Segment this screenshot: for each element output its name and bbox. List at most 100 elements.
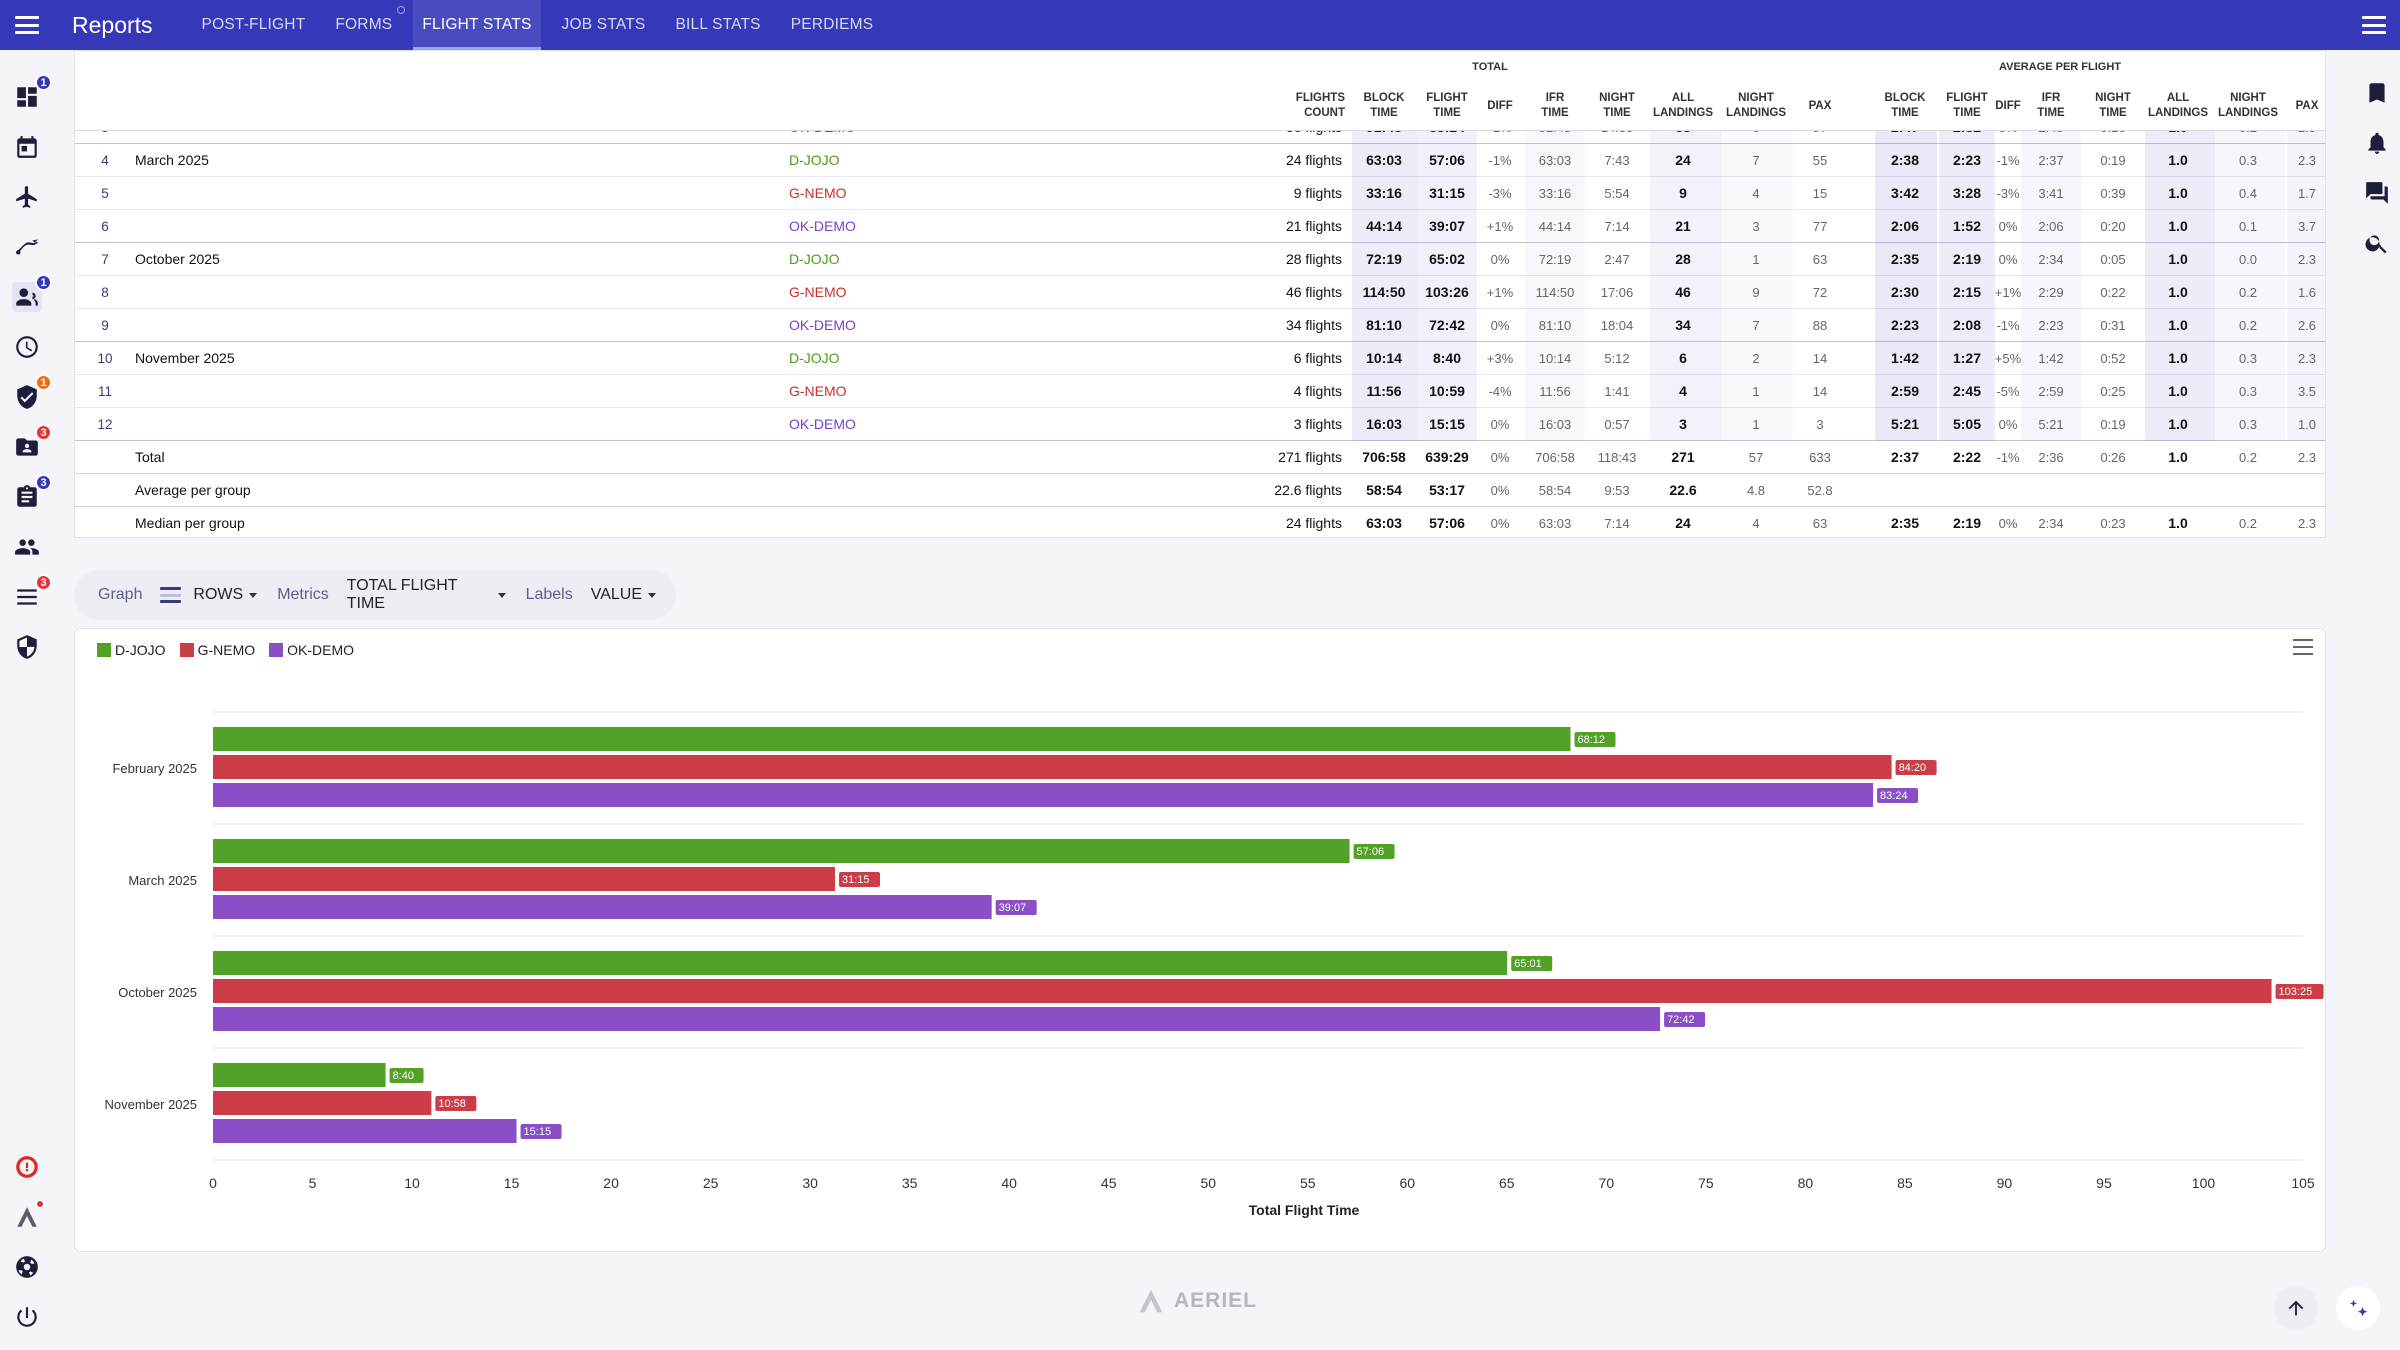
legend-item[interactable]: OK-DEMO [269,642,354,658]
column-header-ifr-time[interactable]: IFR TIME [2021,91,2081,121]
period-cell [135,177,435,210]
column-header-diff[interactable]: DIFF [1477,99,1523,114]
summary-row[interactable]: Median per group 24 flights 63:03 57:06 0% 63… [75,507,2325,537]
tab-forms[interactable]: FORMS [326,0,406,50]
top-app-bar: Reports POST-FLIGHT FORMS FLIGHT STATS J… [0,0,2400,50]
summary-row[interactable]: Average per group 22.6 flights 58:54 53:17 0… [75,474,2325,507]
scroll-top-button[interactable] [2274,1286,2318,1330]
column-header-night-time[interactable]: NIGHT TIME [2083,91,2143,121]
tab-post-flight[interactable]: POST-FLIGHT [201,16,306,33]
flight-cell: 39:07 [1429,218,1465,234]
right-menu-icon[interactable] [2362,16,2386,34]
rows-dropdown[interactable]: ROWS [193,586,258,604]
summary-label: Median per group [135,515,245,531]
summary-row[interactable]: Total 271 flights 706:58 639:29 0% 706:58 118:… [75,441,2325,474]
graph-toggle[interactable]: Graph [98,586,143,603]
diff-cell: 0% [1490,516,1510,531]
a-landings-cell: 1.0 [2168,350,2188,366]
x-axis-title: Total Flight Time [1249,1202,1360,1218]
data-label: 84:20 [1899,762,1927,774]
column-header-night-time[interactable]: NIGHT TIME [1587,91,1647,121]
calendar-icon[interactable] [12,132,42,162]
flight-route-icon[interactable] [12,232,42,262]
dashboard-icon[interactable]: 1 [12,74,52,112]
magic-assist-button[interactable] [2336,1286,2380,1330]
chat-icon[interactable] [2364,180,2390,206]
aircraft-link[interactable]: OK-DEMO [789,416,856,432]
aircraft-link[interactable]: OK-DEMO [789,317,856,333]
people-icon[interactable] [12,532,42,562]
column-header-night-landings[interactable]: NIGHT LANDINGS [1723,91,1789,121]
aeriel-logo-icon[interactable] [12,1199,45,1232]
aircraft-link[interactable]: OK-DEMO [789,218,856,234]
clipboard-icon[interactable]: 3 [12,474,52,512]
chart-menu-icon[interactable] [2293,639,2313,655]
labels-dropdown[interactable]: VALUE [591,586,656,604]
cell-shade [1352,210,1417,243]
table-row[interactable]: 7 October 2025 D-JOJO 28 flights 72:19 65:02 0… [75,243,2325,276]
column-header-all-landings[interactable]: ALL LANDINGS [2145,91,2211,121]
aircraft-link[interactable]: G-NEMO [789,383,847,399]
shield-check-icon[interactable]: 1 [12,374,52,412]
column-header-pax[interactable]: PAX [1795,99,1845,114]
cell-shade [1352,408,1417,441]
tab-flight-stats[interactable]: FLIGHT STATS [413,0,541,50]
table-row[interactable]: 6 OK-DEMO 21 flights 44:14 39:07 +1% 44:14 7:14… [75,210,2325,243]
legend-item[interactable]: D-JOJO [97,642,166,658]
support-icon[interactable] [12,1252,42,1282]
aircraft-link[interactable]: G-NEMO [789,284,847,300]
list-icon[interactable]: 3 [12,574,52,612]
a-night-landings-cell: 0.3 [2238,417,2258,432]
night-landings-cell: 1 [1752,252,1760,267]
crew-icon[interactable]: 1 [12,274,52,312]
bookmark-icon[interactable] [2364,80,2390,106]
aircraft-link[interactable]: D-JOJO [789,350,840,366]
legend-item[interactable]: G-NEMO [179,642,255,658]
aircraft-link[interactable]: D-JOJO [789,251,840,267]
folder-user-icon[interactable]: 3 [12,424,52,462]
cell-shade [1875,375,1937,408]
airplane-icon[interactable] [12,182,42,212]
metric-dropdown[interactable]: TOTAL FLIGHT TIME [347,577,506,613]
table-row[interactable]: 11 G-NEMO 4 flights 11:56 10:59 -4% 11:56 1:41 4… [75,375,2325,408]
column-header-text: LANDINGS [2147,107,2209,119]
column-header-flights-count[interactable]: FLIGHTS COUNT [1185,91,1345,121]
row-number: 6 [101,219,109,234]
column-header-night-landings[interactable]: NIGHT LANDINGS [2215,91,2281,121]
tab-perdiems[interactable]: PERDIEMS [790,16,874,33]
main-menu-button[interactable] [0,0,54,50]
column-header-flight-time[interactable]: FLIGHT TIME [1939,91,1995,121]
column-header-diff[interactable]: DIFF [1989,99,2027,114]
table-row[interactable]: 5 G-NEMO 9 flights 33:16 31:15 -3% 33:16 5:54 9 4… [75,177,2325,210]
table-row[interactable]: 9 OK-DEMO 34 flights 81:10 72:42 0% 81:10 18:04… [75,309,2325,342]
cell-shade [1875,144,1937,177]
power-icon[interactable] [12,1302,42,1332]
search-icon[interactable] [2364,230,2390,256]
tab-bill-stats[interactable]: BILL STATS [675,16,761,33]
night-cell: 7:43 [1604,153,1630,168]
aircraft-link[interactable]: G-NEMO [789,185,847,201]
cell-shade [1875,309,1937,342]
column-header-block-time[interactable]: BLOCK TIME [1354,91,1414,121]
column-header-block-time[interactable]: BLOCK TIME [1877,91,1933,121]
tab-forms-label: FORMS [335,16,393,33]
alert-bell-icon[interactable] [12,1152,42,1182]
bell-icon[interactable] [2364,130,2390,156]
column-header-pax[interactable]: PAX [2287,99,2325,114]
column-header-all-landings[interactable]: ALL LANDINGS [1650,91,1716,121]
tab-job-stats[interactable]: JOB STATS [561,16,646,33]
column-header-ifr-time[interactable]: IFR TIME [1525,91,1585,121]
table-row[interactable]: 8 G-NEMO 46 flights 114:50 103:26 +1% 114:50 17… [75,276,2325,309]
table-row[interactable]: 10 November 2025 D-JOJO 6 flights 10:14 8:40 +… [75,342,2325,375]
data-label-bg [1877,788,1919,803]
security-shield-icon[interactable] [12,632,42,662]
a-diff-cell: 0% [1998,219,2018,234]
clock-icon[interactable] [12,332,42,362]
column-header-flight-time[interactable]: FLIGHT TIME [1417,91,1477,121]
table-row[interactable]: 12 OK-DEMO 3 flights 16:03 15:15 0% 16:03 0:57 3… [75,408,2325,441]
table-row[interactable]: 4 March 2025 D-JOJO 24 flights 63:03 57:06 -1%… [75,144,2325,177]
category-label: March 2025 [128,873,197,888]
pax-cell: 15 [1812,186,1828,201]
aircraft-link[interactable]: D-JOJO [789,152,840,168]
table-header: TOTAL AVERAGE PER FLIGHT FLIGHTS COUNT BLO… [75,51,2325,131]
